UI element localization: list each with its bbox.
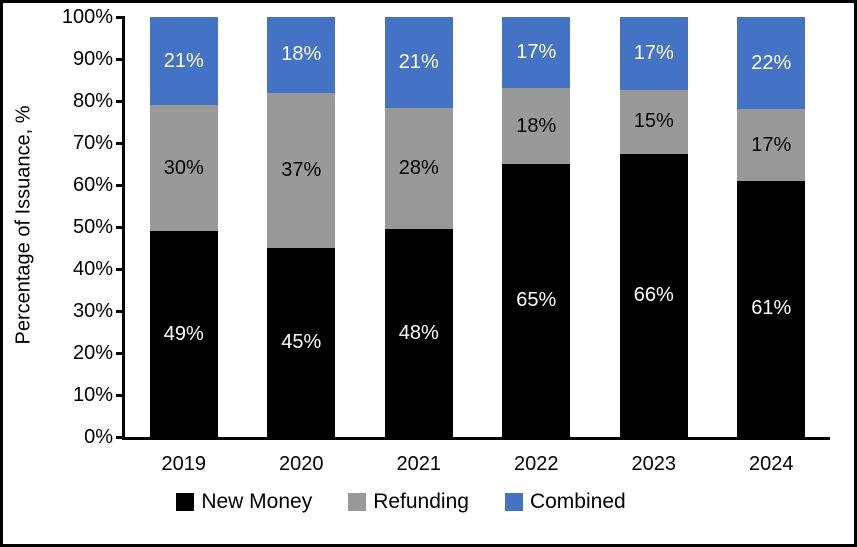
legend-swatch — [176, 493, 195, 511]
legend-item: Refunding — [348, 490, 469, 514]
y-tick-mark — [116, 225, 125, 229]
x-axis-label: 2020 — [279, 453, 324, 475]
bar-segment-label: 18% — [281, 43, 322, 66]
y-tick-label: 90% — [72, 48, 113, 70]
y-tick-label: 30% — [72, 300, 113, 322]
legend-label: New Money — [201, 490, 313, 513]
legend-label: Refunding — [373, 490, 469, 513]
legend-item: Combined — [504, 490, 626, 514]
bar-segment: 15% — [619, 89, 688, 155]
bar-2024: 22% 17% 61% — [737, 17, 806, 437]
bar-2019: 21% 30% 49% — [149, 17, 218, 437]
y-tick-mark — [116, 57, 125, 61]
y-tick-mark — [116, 141, 125, 145]
bar-segment: 18% — [267, 17, 336, 93]
y-tick-mark — [116, 15, 125, 19]
y-tick-label: 70% — [72, 132, 113, 154]
bar-slot: 18% 37% 45% — [243, 17, 361, 437]
y-tick-label: 40% — [72, 258, 113, 280]
bar-segment-label: 17% — [633, 41, 674, 64]
y-tick-label: 10% — [72, 384, 113, 406]
legend: New Money Refunding Combined — [0, 490, 802, 514]
x-axis-labels: 2019 2020 2021 2022 2023 2024 — [125, 453, 830, 476]
x-axis-label: 2023 — [631, 453, 677, 475]
bar-2021: 21% 28% 48% — [384, 17, 453, 437]
x-axis-label: 2022 — [514, 453, 559, 475]
y-tick-label: 20% — [72, 342, 113, 364]
legend-item: New Money — [176, 490, 312, 514]
x-axis-label: 2024 — [749, 453, 794, 475]
bar-segment-label: 66% — [633, 284, 674, 307]
bar-slot: 21% 28% 48% — [360, 17, 478, 437]
bar-slot: 17% 18% 65% — [478, 17, 596, 437]
bar-segment-label: 18% — [516, 114, 557, 137]
legend-swatch — [348, 493, 367, 511]
plot-area: 21% 30% 49% 18% 37% 45% 21% 28% 48% 17% 18% 65% 17% 1… — [122, 17, 830, 440]
legend-swatch — [504, 493, 523, 511]
bar-segment: 45% — [267, 247, 336, 437]
bar-segment: 30% — [149, 105, 218, 232]
y-tick-mark — [116, 309, 125, 313]
bar-segment-label: 48% — [398, 321, 439, 344]
bar-segment: 17% — [737, 109, 806, 181]
bar-segment-label: 65% — [516, 288, 557, 311]
bar-segment: 17% — [619, 17, 688, 90]
bar-segment: 28% — [384, 107, 453, 230]
bar-segment-label: 17% — [751, 133, 792, 156]
bar-2020: 18% 37% 45% — [267, 17, 336, 437]
bar-segment-label: 30% — [163, 156, 204, 179]
y-tick-label: 0% — [84, 426, 113, 448]
bar-slot: 21% 30% 49% — [125, 17, 243, 437]
y-tick-mark — [116, 267, 125, 271]
y-tick-label: 50% — [72, 216, 113, 238]
y-tick-mark — [116, 435, 125, 439]
bar-segment: 22% — [737, 17, 806, 110]
bar-segment: 17% — [502, 17, 571, 89]
bar-segment: 49% — [149, 231, 218, 437]
y-tick-mark — [116, 183, 125, 187]
bar-segment-label: 61% — [751, 297, 792, 320]
bar-segment-label: 45% — [281, 330, 322, 353]
bar-segment-label: 15% — [633, 110, 674, 133]
bar-segment-label: 21% — [398, 50, 439, 73]
bar-segment-label: 37% — [281, 158, 322, 181]
y-tick-mark — [116, 99, 125, 103]
bar-segment: 21% — [384, 17, 453, 108]
bar-segment-label: 17% — [516, 41, 557, 64]
bar-segment: 37% — [267, 92, 336, 248]
x-axis-label: 2019 — [161, 453, 207, 475]
bar-segment: 21% — [149, 17, 218, 106]
bar-segment-label: 28% — [398, 157, 439, 180]
bar-segment-label: 49% — [163, 322, 204, 345]
y-tick-label: 100% — [61, 6, 113, 28]
bar-segment: 18% — [502, 88, 571, 164]
y-tick-mark — [116, 351, 125, 355]
bar-slot: 17% 15% 66% — [595, 17, 713, 437]
y-tick-label: 60% — [72, 174, 113, 196]
bar-segment-label: 22% — [751, 51, 792, 74]
bar-segment-label: 21% — [163, 49, 204, 72]
y-tick-label: 80% — [72, 90, 113, 112]
legend-label: Combined — [529, 490, 626, 513]
bar-segment: 48% — [384, 229, 453, 437]
bar-segment: 66% — [619, 154, 688, 437]
bar-2022: 17% 18% 65% — [502, 17, 571, 437]
bar-segment: 61% — [737, 180, 806, 437]
bar-slot: 22% 17% 61% — [713, 17, 831, 437]
x-axis-label: 2021 — [396, 453, 442, 475]
bar-2023: 17% 15% 66% — [619, 17, 688, 437]
bar-segment: 65% — [502, 163, 571, 437]
y-tick-mark — [116, 393, 125, 397]
